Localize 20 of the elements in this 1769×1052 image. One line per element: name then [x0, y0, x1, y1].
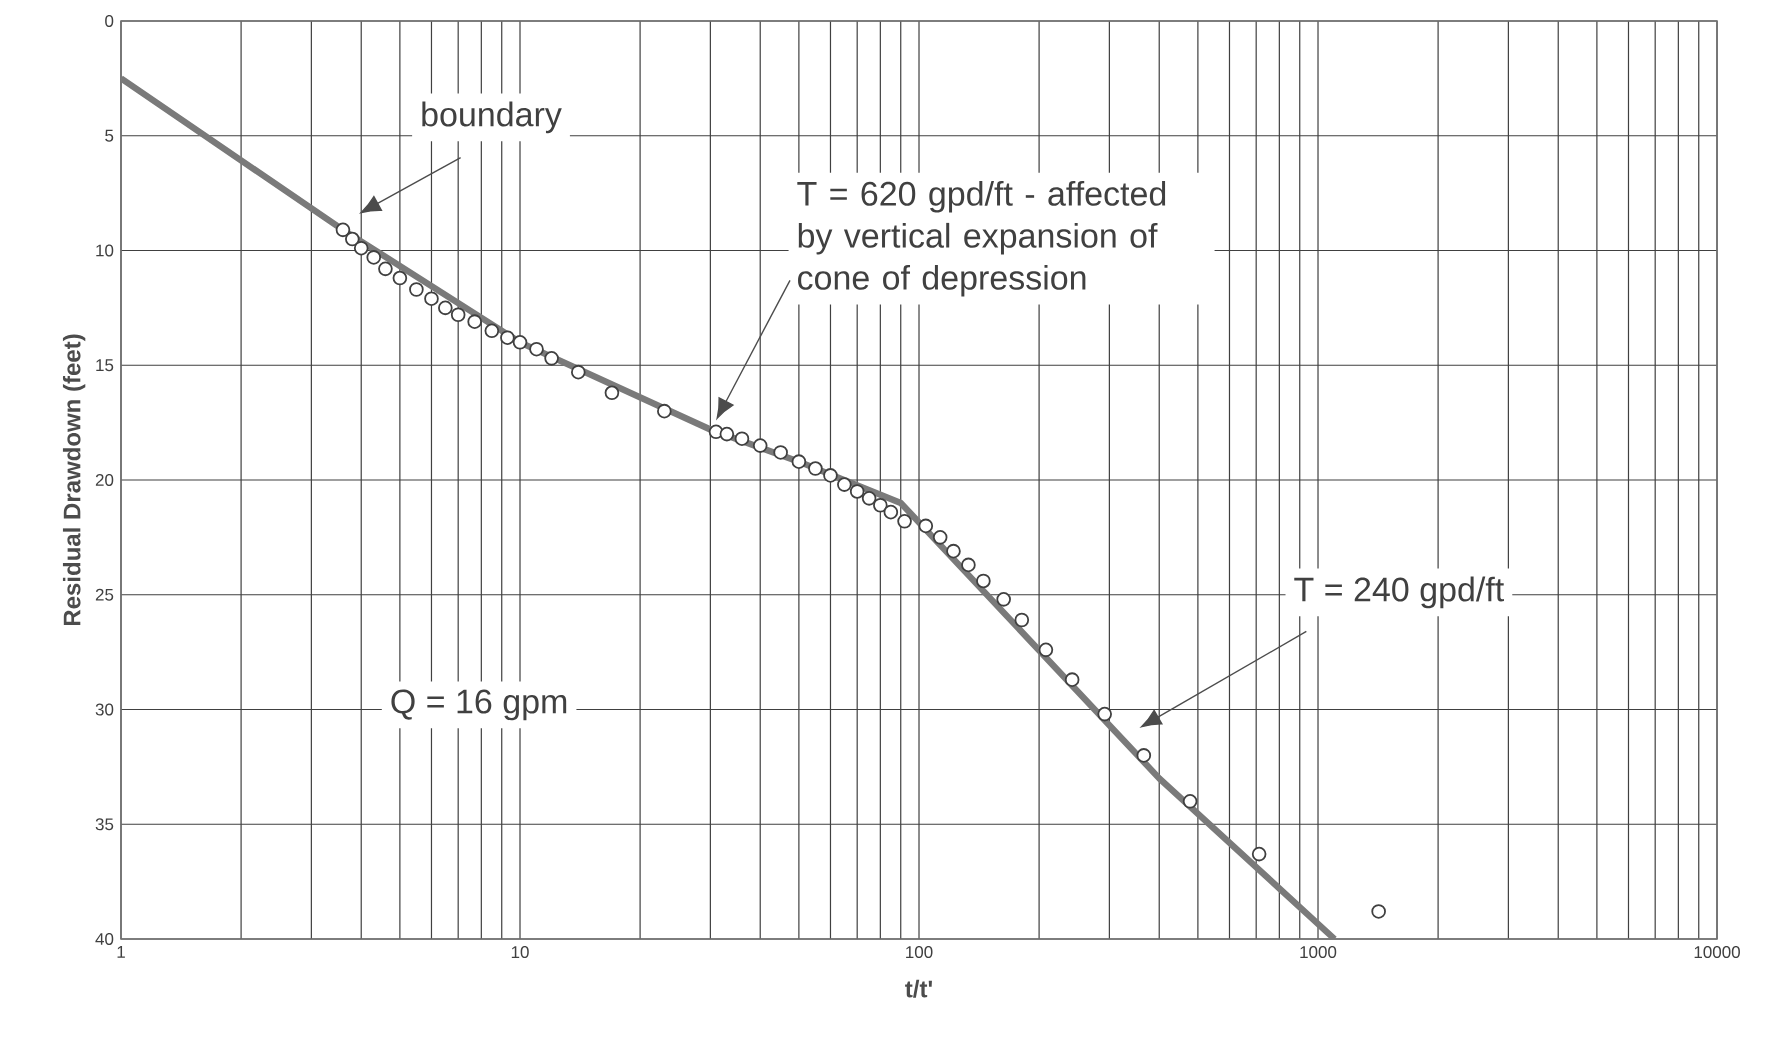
y-axis-title: Residual Drawdown (feet) [62, 334, 86, 626]
annotation: boundary [422, 101, 562, 134]
annotation: T = 620 gpd/ft - affected by vertical expansion of cone of depression [797, 180, 1166, 297]
x-tick-label: 1 [117, 946, 125, 958]
annotation: Q = 16 gpm [391, 689, 567, 721]
y-tick-label: 40 [95, 932, 114, 946]
x-tick-label: 10 [511, 946, 529, 959]
y-tick-label: 30 [95, 703, 114, 716]
y-tick-label: 25 [95, 588, 114, 601]
y-tick-label: 20 [95, 473, 114, 487]
y-tick-label: 5 [105, 129, 114, 142]
x-tick-label: 100 [906, 946, 933, 959]
y-tick-label: 15 [96, 359, 114, 372]
x-axis-title: t/t' [905, 979, 932, 998]
annotation: T = 240 gpd/ft [1294, 576, 1504, 609]
x-tick-label: 10000 [1694, 946, 1740, 959]
y-tick-label: 10 [96, 244, 114, 257]
x-tick-label: 1000 [1300, 946, 1337, 959]
y-tick-label: 35 [95, 818, 114, 831]
y-tick-label: 0 [105, 14, 114, 27]
